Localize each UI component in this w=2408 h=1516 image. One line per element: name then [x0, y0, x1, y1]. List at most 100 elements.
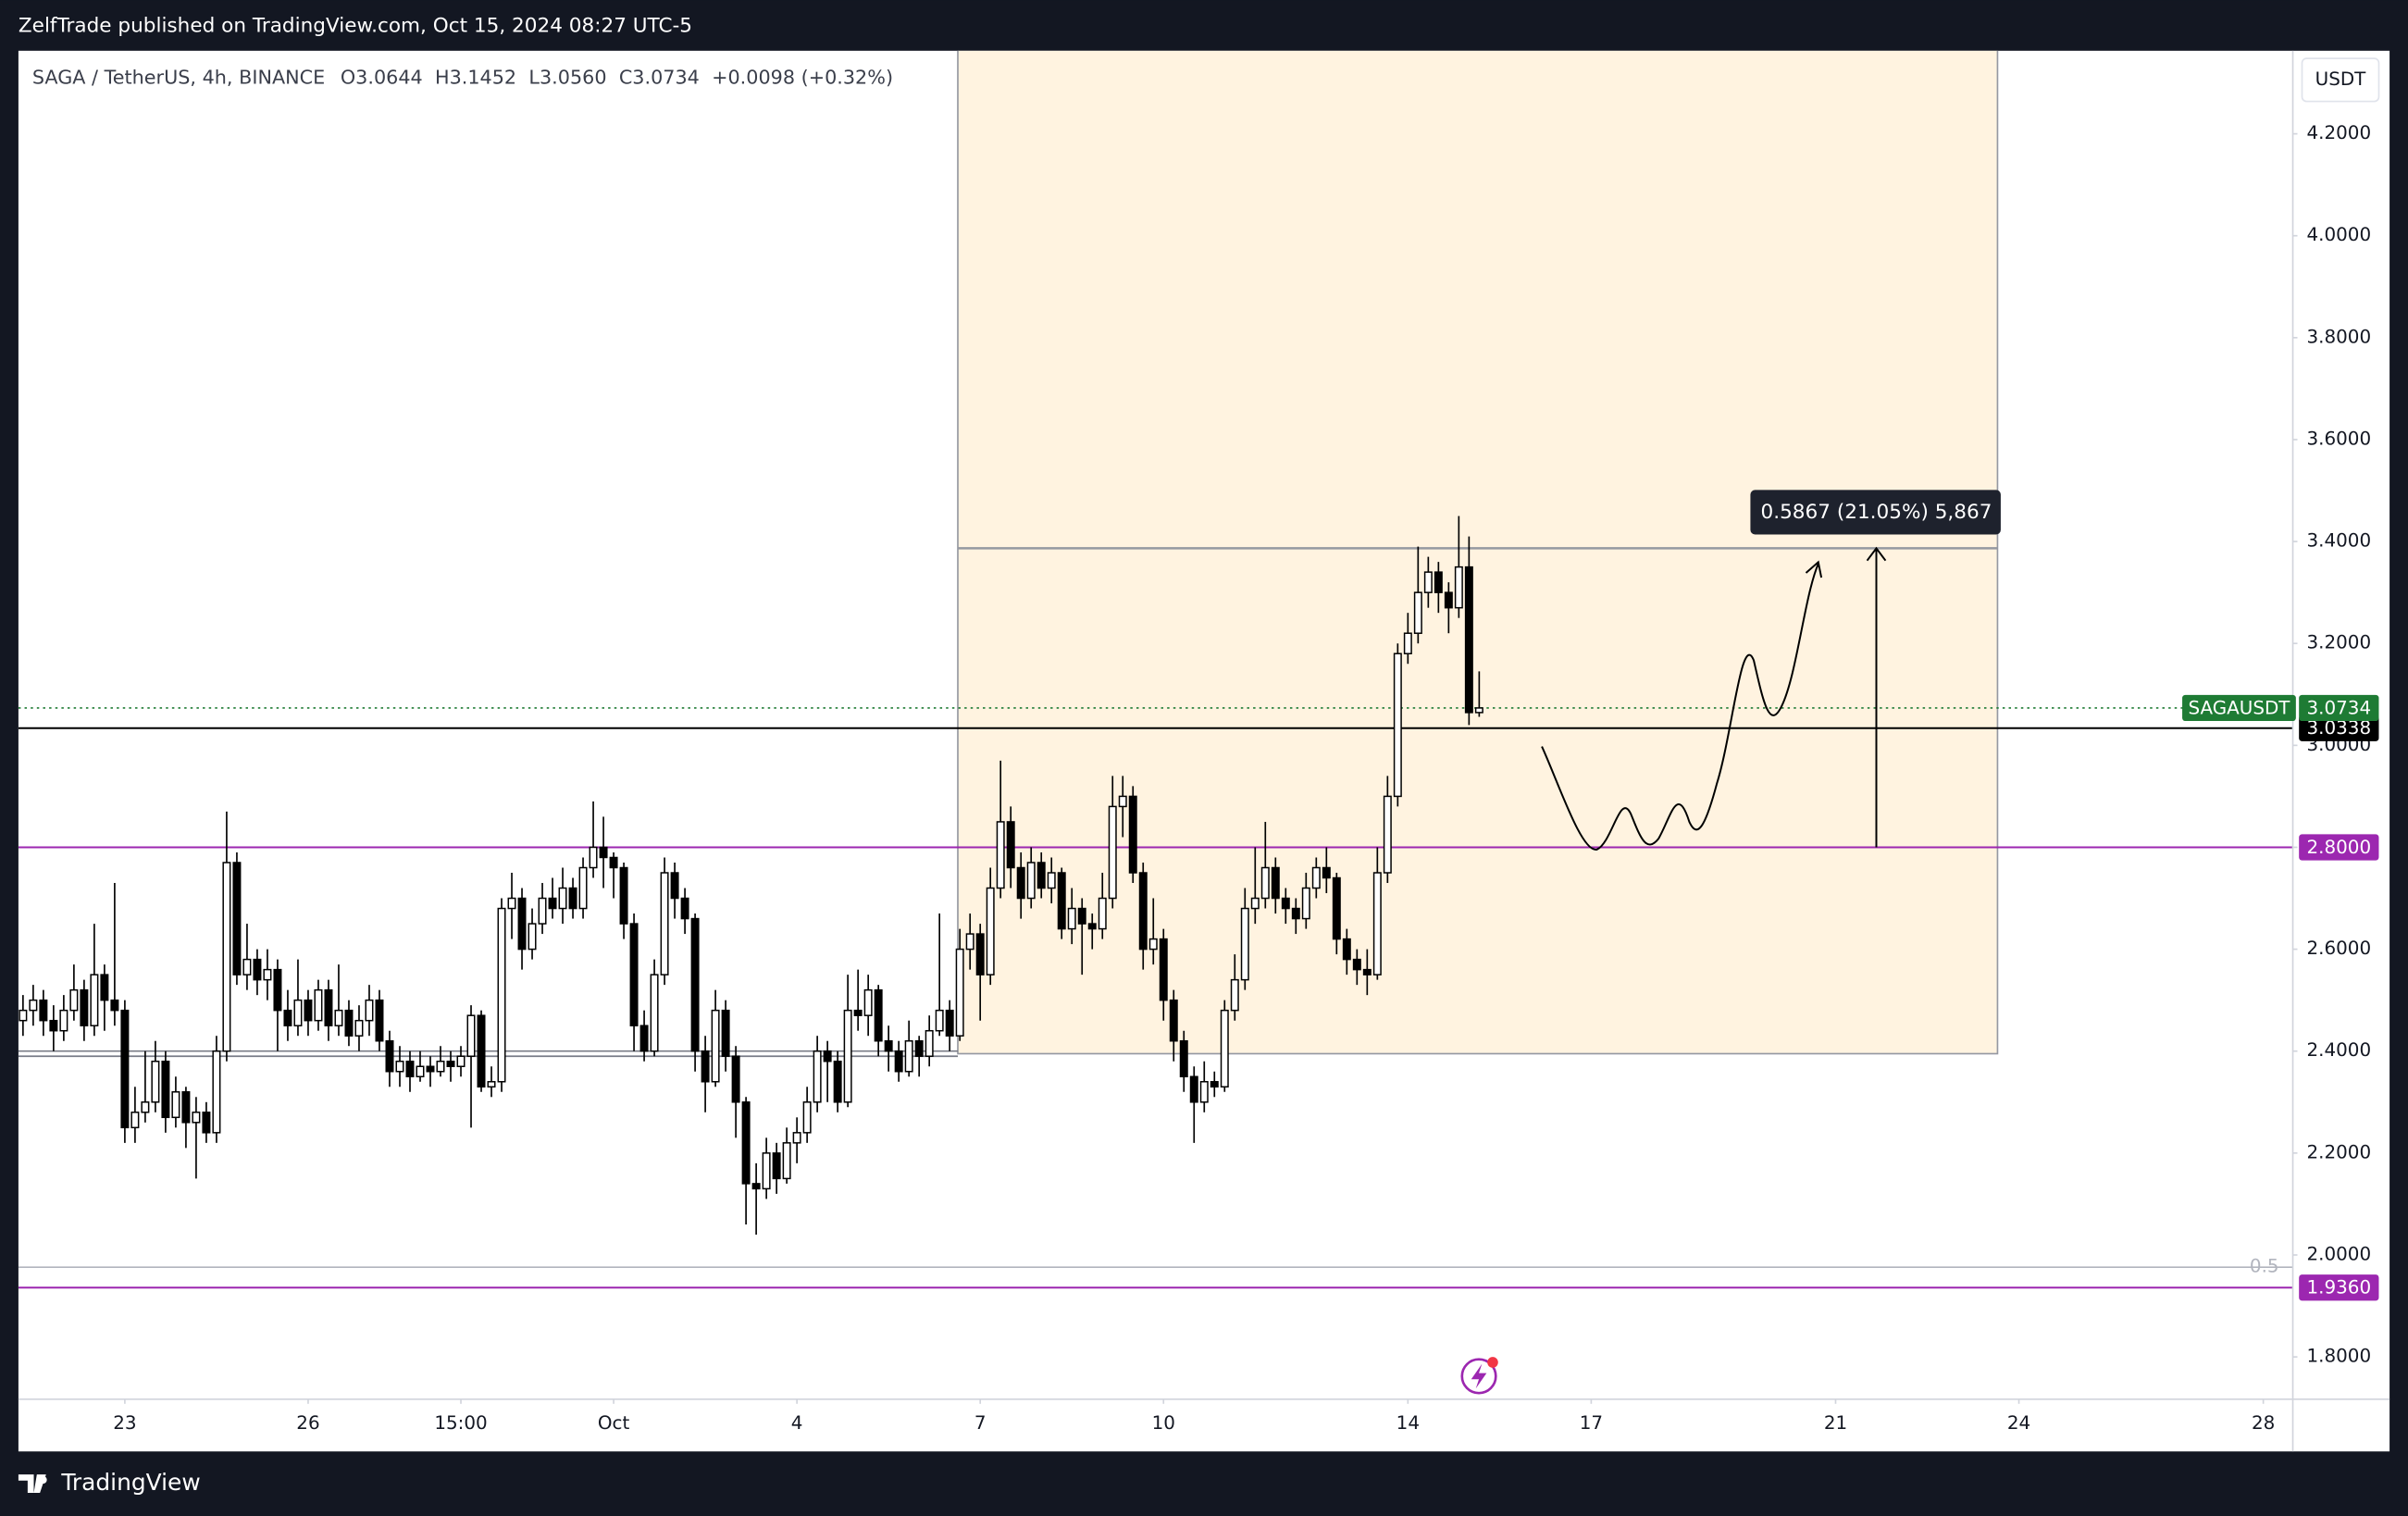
candle-body: [813, 1050, 822, 1103]
price-label: 3.0338: [2306, 717, 2371, 739]
y-tick-label: 2.0000: [2306, 1243, 2371, 1264]
candle-body: [701, 1050, 710, 1083]
x-tick-label: 10: [1152, 1412, 1175, 1434]
candle-body: [1128, 795, 1137, 874]
last-price-label: 3.0734: [2306, 697, 2371, 718]
candle-body: [446, 1060, 455, 1067]
candle-body: [222, 862, 231, 1052]
candle-body: [507, 897, 516, 910]
candle-body: [1169, 999, 1178, 1042]
y-tick-label: 3.4000: [2306, 530, 2371, 552]
candle-body: [1393, 652, 1402, 798]
candle-body: [925, 1029, 934, 1057]
logo: [18, 1474, 47, 1494]
last-price-symbol-box: [2182, 694, 2296, 722]
candle-body: [1271, 866, 1280, 900]
candle-body: [1067, 907, 1076, 930]
candle-body: [843, 1009, 852, 1103]
candle-body: [1352, 958, 1361, 971]
header-title: ZelfTrade published on TradingView.com, …: [19, 14, 692, 37]
candle-body: [1230, 978, 1239, 1012]
candle-body: [466, 1014, 476, 1057]
alert-icon[interactable]: [1460, 1357, 1498, 1395]
candle-body: [395, 1060, 404, 1073]
zone: [957, 50, 1999, 1055]
candle-body: [955, 948, 964, 1037]
candle-body: [202, 1112, 211, 1134]
candle-body: [456, 1055, 465, 1067]
x-tick-label: Oct: [598, 1412, 630, 1434]
candle-body: [314, 988, 323, 1022]
x-tick-label: 7: [974, 1412, 987, 1434]
candle-body: [517, 897, 527, 951]
candle-body: [69, 988, 79, 1012]
candle-body: [1372, 872, 1382, 975]
candle-body: [1413, 591, 1422, 634]
candle-body: [568, 887, 577, 910]
plot: [18, 50, 2293, 1289]
y-tick-label: 4.0000: [2306, 224, 2371, 245]
candle-body: [1240, 907, 1249, 981]
candle-body: [1291, 907, 1300, 920]
candle-body: [293, 999, 303, 1026]
price-label: 2.8000: [2306, 837, 2371, 858]
candle-body: [578, 866, 588, 910]
footer-brand: TradingView: [60, 1469, 200, 1496]
x-tick-label: 14: [1396, 1412, 1420, 1434]
candle-body: [670, 872, 679, 900]
candle-body: [1403, 632, 1412, 654]
candle-body: [1464, 565, 1473, 714]
candle-body: [680, 897, 689, 920]
candle-body: [304, 999, 313, 1022]
drawn-path: [1541, 560, 1823, 851]
candle-body: [833, 1060, 842, 1103]
candle-body: [935, 1009, 944, 1032]
currency-box[interactable]: [2301, 57, 2380, 103]
candle-body: [39, 999, 48, 1022]
candle-body: [1423, 571, 1433, 593]
candle-body: [1098, 897, 1107, 930]
candle-body: [151, 1060, 160, 1103]
candle-body: [1006, 821, 1015, 869]
candle-body: [436, 1060, 445, 1073]
candle-body: [110, 999, 119, 1012]
candle-body: [1047, 872, 1056, 889]
candle-body: [1434, 571, 1443, 593]
y-tick-label: 4.2000: [2306, 122, 2371, 143]
candle-body: [1260, 866, 1270, 900]
candle-body: [232, 862, 242, 975]
candle-body: [914, 1039, 924, 1057]
candle-body: [558, 887, 567, 910]
candle-body: [619, 866, 628, 925]
candle-body: [1016, 866, 1025, 900]
candle-body: [823, 1050, 832, 1062]
x-tick-label: 4: [791, 1412, 803, 1434]
candle-body: [497, 907, 506, 1083]
candle-body: [721, 1009, 730, 1057]
x-tick-label: 17: [1580, 1412, 1603, 1434]
candle-body: [1159, 938, 1168, 1001]
candle-body: [1474, 707, 1483, 714]
candle-body: [344, 1009, 354, 1037]
candle-body: [161, 1060, 170, 1119]
candle-body: [548, 897, 557, 910]
candle-body: [762, 1152, 771, 1190]
x-tick-label: 28: [2252, 1412, 2275, 1434]
measure-arrowhead: [1866, 546, 1887, 562]
candle-body: [29, 999, 38, 1012]
candle-body: [1220, 1009, 1229, 1088]
candle-body: [1444, 591, 1453, 609]
x-tick-label: 26: [296, 1412, 319, 1434]
candle-body: [639, 1025, 649, 1052]
candle-body: [334, 1009, 343, 1026]
y-tick-label: 2.6000: [2306, 938, 2371, 959]
candle-body: [1342, 938, 1351, 961]
candle-body: [181, 1091, 191, 1124]
candle-body: [1454, 565, 1463, 609]
candle-body: [690, 917, 700, 1052]
legend-high: H3.1452: [435, 67, 516, 89]
legend-change: +0.0098 (+0.32%): [712, 67, 893, 89]
candle-body: [253, 958, 262, 981]
candle-body: [1118, 795, 1127, 808]
candle-body: [324, 988, 333, 1026]
